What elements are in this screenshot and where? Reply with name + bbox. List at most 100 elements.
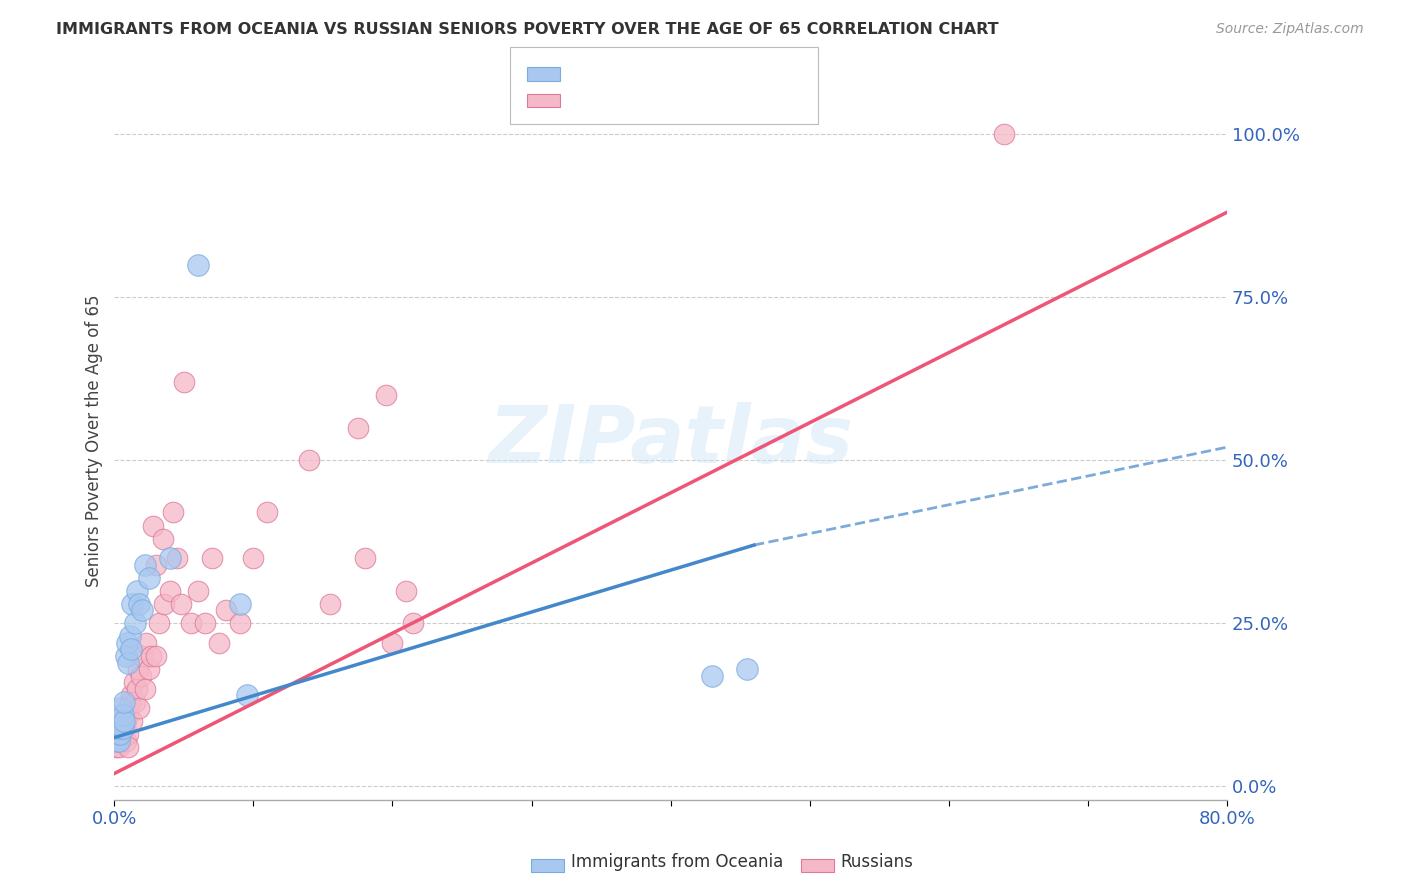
Point xyxy=(170,597,193,611)
Point xyxy=(122,675,145,690)
Point xyxy=(108,721,131,735)
Point xyxy=(108,714,131,729)
Text: R = 0.274   N = 31: R = 0.274 N = 31 xyxy=(567,68,737,86)
Point xyxy=(135,636,157,650)
Point xyxy=(187,258,209,272)
Point xyxy=(319,597,342,611)
Point xyxy=(111,714,134,729)
Point xyxy=(166,551,188,566)
Point xyxy=(381,636,404,650)
Point xyxy=(187,583,209,598)
Point xyxy=(128,701,150,715)
Y-axis label: Seniors Poverty Over the Age of 65: Seniors Poverty Over the Age of 65 xyxy=(86,294,103,587)
Point xyxy=(124,695,146,709)
Point xyxy=(111,727,134,741)
Point xyxy=(134,558,156,572)
Point xyxy=(107,714,129,729)
Point xyxy=(107,734,129,748)
Point xyxy=(117,707,139,722)
Point xyxy=(118,629,141,643)
Point xyxy=(124,616,146,631)
Point xyxy=(111,721,134,735)
Point xyxy=(105,727,128,741)
Point xyxy=(112,695,135,709)
Point xyxy=(115,636,138,650)
Point xyxy=(993,127,1015,141)
Point xyxy=(114,714,136,729)
Point xyxy=(131,603,153,617)
Point xyxy=(125,583,148,598)
Point xyxy=(115,701,138,715)
Point xyxy=(162,506,184,520)
Point xyxy=(104,734,127,748)
Point xyxy=(110,721,132,735)
Point xyxy=(117,740,139,755)
Text: Russians: Russians xyxy=(841,853,914,871)
Point xyxy=(107,740,129,755)
Point xyxy=(110,734,132,748)
Point xyxy=(201,551,224,566)
Point xyxy=(107,721,129,735)
Point xyxy=(346,420,368,434)
Point xyxy=(104,740,127,755)
Point xyxy=(145,648,167,663)
Point xyxy=(242,551,264,566)
Point xyxy=(127,662,149,676)
Point xyxy=(138,662,160,676)
Point xyxy=(120,642,142,657)
Point xyxy=(153,597,176,611)
Point xyxy=(121,714,143,729)
Point xyxy=(228,597,250,611)
Point xyxy=(104,734,127,748)
Point xyxy=(402,616,425,631)
Point xyxy=(152,532,174,546)
Point xyxy=(180,616,202,631)
Point xyxy=(353,551,375,566)
Point xyxy=(112,714,135,729)
Point xyxy=(228,616,250,631)
Point xyxy=(134,681,156,696)
Point xyxy=(256,506,278,520)
Point xyxy=(214,603,236,617)
Point xyxy=(112,707,135,722)
Point xyxy=(129,668,152,682)
Point xyxy=(114,734,136,748)
Point xyxy=(114,648,136,663)
Point xyxy=(298,453,321,467)
Point xyxy=(120,688,142,702)
Point xyxy=(139,648,162,663)
Point xyxy=(121,597,143,611)
Point xyxy=(159,583,181,598)
Point xyxy=(142,518,165,533)
Point xyxy=(159,551,181,566)
Point xyxy=(112,721,135,735)
Point xyxy=(194,616,217,631)
Point xyxy=(128,597,150,611)
Text: Immigrants from Oceania: Immigrants from Oceania xyxy=(571,853,783,871)
Point xyxy=(108,727,131,741)
Point xyxy=(208,636,231,650)
Point xyxy=(108,727,131,741)
Point xyxy=(105,734,128,748)
Point xyxy=(117,656,139,670)
Point xyxy=(235,688,257,702)
Text: Source: ZipAtlas.com: Source: ZipAtlas.com xyxy=(1216,22,1364,37)
Point xyxy=(173,375,195,389)
Point xyxy=(374,388,396,402)
Text: R = 0.654   N = 63: R = 0.654 N = 63 xyxy=(567,95,737,112)
Point xyxy=(118,695,141,709)
Point xyxy=(110,701,132,715)
Point xyxy=(111,707,134,722)
Point xyxy=(131,648,153,663)
Point xyxy=(125,681,148,696)
Text: IMMIGRANTS FROM OCEANIA VS RUSSIAN SENIORS POVERTY OVER THE AGE OF 65 CORRELATIO: IMMIGRANTS FROM OCEANIA VS RUSSIAN SENIO… xyxy=(56,22,998,37)
Point xyxy=(702,668,724,682)
Point xyxy=(735,662,758,676)
Point xyxy=(110,714,132,729)
Point xyxy=(395,583,418,598)
Point xyxy=(105,727,128,741)
Point xyxy=(148,616,170,631)
Point xyxy=(138,571,160,585)
Point xyxy=(117,727,139,741)
Text: ZIPatlas: ZIPatlas xyxy=(488,401,853,480)
